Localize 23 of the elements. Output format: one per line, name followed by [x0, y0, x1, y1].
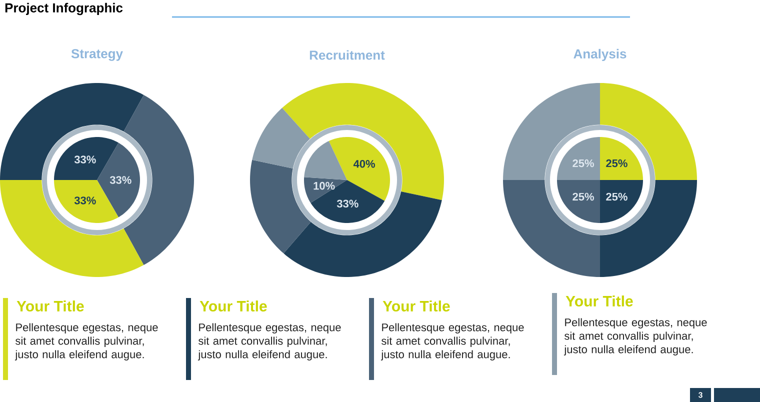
text: Your Title — [382, 300, 450, 312]
text: Pellentesque egestas, neque sit amet convallis pulvinar, justo nulla eleifend augue. — [380, 323, 524, 360]
chart-title: Analysis — [574, 48, 626, 62]
data-label: 25% — [572, 192, 594, 201]
data-label: 40% — [353, 160, 376, 168]
data-label: 25% — [606, 159, 628, 168]
chart-title: Recruitment — [310, 50, 385, 60]
text: Your Title — [16, 300, 84, 312]
text: Pellentesque egestas, neque sit amet convallis pulvinar, justo nulla eleifend augue. — [14, 323, 158, 360]
chart-title: Strategy — [71, 49, 123, 61]
data-label: 25% — [606, 192, 628, 201]
data-label: 25% — [572, 159, 594, 168]
data-label: 33% — [110, 176, 132, 184]
data-label: 33% — [74, 196, 96, 204]
data-label: 10% — [314, 182, 335, 190]
text: Pellentesque egestas, neque sit amet convallis pulvinar, justo nulla eleifend augue. — [564, 318, 707, 356]
text: Your Title — [566, 295, 633, 306]
text: Project Infographic — [5, 2, 123, 16]
data-label: 33% — [74, 156, 96, 164]
data-label: 33% — [336, 200, 358, 208]
text: 3 — [698, 392, 702, 398]
text: Pellentesque egestas, neque sit amet convallis pulvinar, justo nulla eleifend augue. — [198, 323, 341, 360]
text: Your Title — [200, 300, 267, 312]
